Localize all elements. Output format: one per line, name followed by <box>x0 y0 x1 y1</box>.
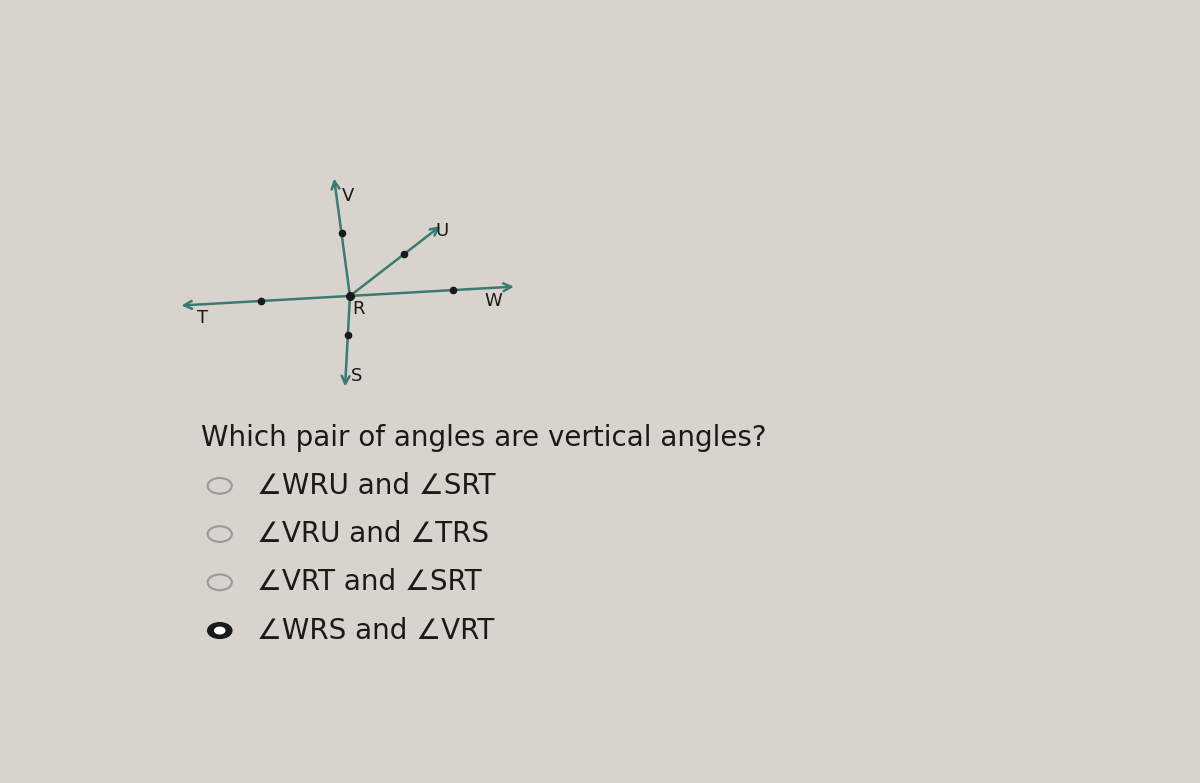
Text: ∠VRT and ∠SRT: ∠VRT and ∠SRT <box>257 568 481 597</box>
Text: Which pair of angles are vertical angles?: Which pair of angles are vertical angles… <box>202 424 767 452</box>
Text: ∠WRS and ∠VRT: ∠WRS and ∠VRT <box>257 616 494 644</box>
Text: T: T <box>197 309 208 327</box>
Text: ∠WRU and ∠SRT: ∠WRU and ∠SRT <box>257 472 496 500</box>
Text: W: W <box>485 292 503 310</box>
Text: U: U <box>436 222 449 240</box>
Circle shape <box>208 622 232 638</box>
Circle shape <box>215 627 224 634</box>
Text: S: S <box>352 367 362 385</box>
Text: R: R <box>352 300 365 318</box>
Text: V: V <box>342 186 354 204</box>
Text: ∠VRU and ∠TRS: ∠VRU and ∠TRS <box>257 520 488 548</box>
